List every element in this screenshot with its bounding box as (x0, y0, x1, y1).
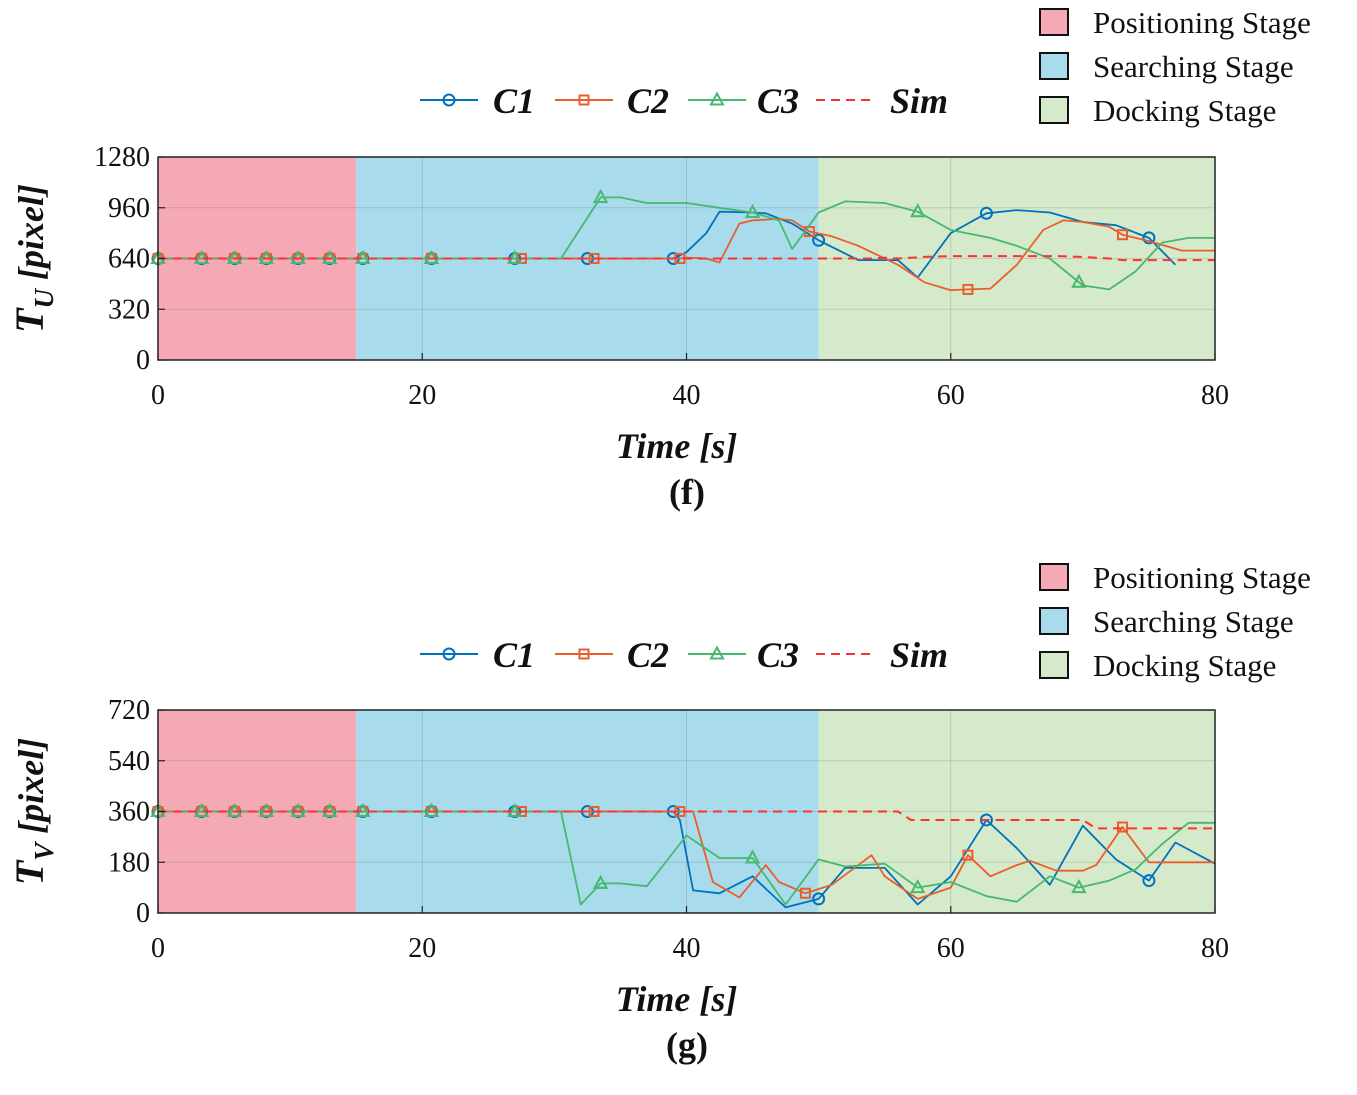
y-tick-label: 720 (108, 695, 150, 726)
x-tick-label: 80 (1201, 933, 1229, 964)
stage-legend-label: Positioning Stage (1093, 560, 1311, 595)
panel-label: (g) (666, 1025, 708, 1065)
legend-marker-c2 (578, 648, 590, 660)
data-point-c2 (1117, 821, 1129, 833)
data-point-c1 (1142, 231, 1156, 245)
data-point-c3 (592, 874, 609, 889)
data-point-c3 (910, 879, 926, 894)
y-tick-label: 360 (108, 797, 150, 828)
y-tick-label: 960 (108, 193, 150, 224)
x-tick-label: 0 (151, 380, 165, 411)
legend-entry-sim: Sim (816, 81, 948, 121)
stage-legend-entry: Docking Stage (1039, 93, 1276, 128)
stage-legend-entry: Positioning Stage (1039, 5, 1311, 40)
legend-label-c1: C1 (493, 635, 535, 675)
legend-label-c3: C3 (757, 81, 799, 121)
series-line-c3 (158, 196, 1215, 291)
data-point-c2 (962, 283, 974, 295)
legend-entry-c2: C2 (555, 81, 669, 121)
legend-entry-c3: C3 (688, 635, 799, 675)
x-tick-label: 60 (937, 933, 965, 964)
x-tick-label: 80 (1201, 380, 1229, 411)
data-point-c1 (812, 233, 826, 247)
legend-marker-c3 (709, 645, 725, 660)
legend-marker-c3 (709, 91, 725, 106)
data-point-c2 (799, 887, 811, 899)
stage-legend-label: Docking Stage (1093, 93, 1276, 128)
stage-legend-swatch (1039, 563, 1069, 591)
y-tick-label: 0 (136, 345, 150, 376)
x-axis-label: Time [s] (616, 426, 738, 466)
y-tick-label: 640 (108, 244, 150, 275)
stage-legend-label: Docking Stage (1093, 648, 1276, 683)
stage-legend-entry: Searching Stage (1039, 604, 1294, 639)
stage-legend-entry: Docking Stage (1039, 648, 1276, 683)
data-point-c1 (1142, 874, 1156, 888)
legend-entry-c1: C1 (420, 635, 535, 675)
stage-legend-swatch (1039, 607, 1069, 635)
data-point-c2 (962, 849, 974, 861)
x-tick-label: 20 (408, 933, 436, 964)
legend-label-sim: Sim (890, 635, 948, 675)
legend-entry-c1: C1 (420, 81, 535, 121)
data-point-c3 (1071, 879, 1087, 894)
x-tick-label: 0 (151, 933, 165, 964)
data-point-c1 (812, 892, 826, 906)
stage-legend-swatch (1039, 52, 1069, 80)
series-line-c3 (158, 810, 1215, 906)
stage-legend-label: Searching Stage (1093, 604, 1294, 639)
stage-legend-swatch (1039, 651, 1069, 679)
series-line-sim (158, 810, 1215, 830)
legend-entry-c3: C3 (688, 81, 799, 121)
data-point-c3 (744, 203, 761, 219)
legend-marker-c1 (442, 647, 456, 661)
chart-panel-f: 0 20 40 60 80 0 320 640 960 1280 Time [s] TU [pixel… (7, 5, 1311, 512)
stage-legend-swatch (1039, 96, 1069, 124)
data-point-c1 (979, 206, 993, 220)
data-point-c3 (592, 188, 609, 203)
legend-label-c2: C2 (627, 635, 669, 675)
legend-marker-c1 (442, 93, 456, 107)
y-tick-label: 180 (108, 847, 150, 878)
x-tick-label: 60 (937, 380, 965, 411)
legend-marker-c2 (578, 94, 590, 106)
series-line-sim (158, 255, 1215, 262)
stage-legend-label: Positioning Stage (1093, 5, 1311, 40)
data-point-c3 (910, 203, 926, 218)
stage-legend-entry: Positioning Stage (1039, 560, 1311, 595)
y-tick-label: 540 (108, 746, 150, 777)
x-tick-label: 40 (673, 380, 701, 411)
data-point-c2 (1117, 229, 1129, 241)
y-tick-label: 1280 (94, 142, 150, 173)
y-tick-label: 0 (136, 898, 150, 929)
x-tick-label: 40 (673, 933, 701, 964)
data-point-c3 (744, 849, 761, 864)
legend-entry-c2: C2 (555, 635, 669, 675)
y-axis-label: TV [pixel] (7, 738, 59, 885)
stage-legend-swatch (1039, 8, 1069, 36)
legend-label-c1: C1 (493, 81, 535, 121)
y-axis-label: TU [pixel] (7, 184, 59, 333)
stage-legend-entry: Searching Stage (1039, 49, 1294, 84)
x-axis-label: Time [s] (616, 979, 738, 1019)
legend-label-c3: C3 (757, 635, 799, 675)
x-tick-label: 20 (408, 380, 436, 411)
y-tick-label: 320 (108, 294, 150, 325)
chart-panel-g: 0 20 40 60 80 0 180 360 540 720 Time [s] TV [pixel]… (7, 560, 1311, 1065)
legend-entry-sim: Sim (816, 635, 948, 675)
stage-legend-label: Searching Stage (1093, 49, 1294, 84)
legend-label-c2: C2 (627, 81, 669, 121)
legend-label-sim: Sim (890, 81, 948, 121)
panel-label: (f) (669, 472, 705, 512)
data-point-c3 (1071, 273, 1087, 288)
